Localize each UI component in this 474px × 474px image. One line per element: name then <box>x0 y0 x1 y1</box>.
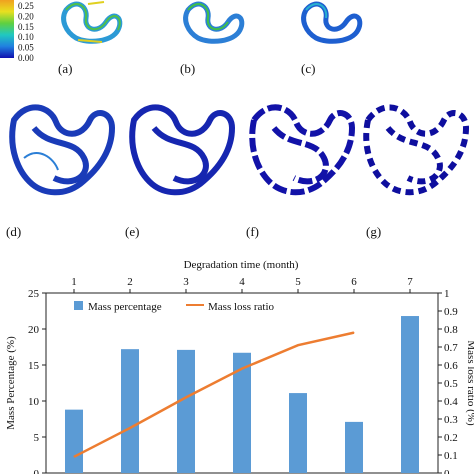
colorbar-gradient <box>0 0 14 58</box>
colorbar-tick-label: 0.00 <box>18 53 34 63</box>
top-axis-tick-label: 7 <box>407 276 413 288</box>
panel-label-c: (c) <box>301 61 315 76</box>
left-axis-tick-label: 20 <box>28 324 40 336</box>
line-point <box>185 396 187 398</box>
right-axis-tick-label: 0.7 <box>444 342 458 354</box>
legend: Mass percentage Mass loss ratio <box>74 301 275 313</box>
right-axis-tick-label: 0.4 <box>444 396 458 408</box>
right-axis-tick-label: 0.8 <box>444 324 458 336</box>
bar <box>177 349 195 473</box>
left-axis: 0 5 10 15 20 25 <box>28 288 46 474</box>
line-point <box>353 332 355 334</box>
legend-bar-swatch <box>74 301 83 310</box>
top-axis-tick-label: 2 <box>127 276 133 288</box>
panel-label-a: (a) <box>58 61 72 76</box>
legend-line-label: Mass loss ratio <box>208 301 275 313</box>
scaffold-c <box>301 1 363 44</box>
left-axis-tick-label: 15 <box>28 360 40 372</box>
top-axis-title: Degradation time (month) <box>184 259 299 271</box>
line-point <box>297 344 299 346</box>
top-axis-tick-label: 3 <box>183 276 189 288</box>
right-axis-tick-label: 0.9 <box>444 306 458 318</box>
scaffold-f <box>249 104 356 196</box>
top-axis-tick-label: 4 <box>239 276 245 288</box>
line-series <box>73 331 355 458</box>
line-point <box>73 456 75 458</box>
right-axis-tick-label: 0.1 <box>444 450 458 462</box>
scaffold-e <box>129 104 236 196</box>
legend-bar-label: Mass percentage <box>88 301 162 313</box>
bar <box>401 316 419 473</box>
colorbar-tick-label: 0.20 <box>18 11 34 21</box>
left-axis-tick-label: 0 <box>34 468 40 474</box>
right-axis-tick-label: 0.5 <box>444 378 458 390</box>
panel-label-b: (b) <box>180 61 195 76</box>
panel-label-g: (g) <box>366 224 381 239</box>
left-axis-tick-label: 25 <box>28 288 40 300</box>
panel-label-e: (e) <box>125 224 139 239</box>
panel-label-d: (d) <box>6 224 21 239</box>
scaffold-g <box>363 104 470 196</box>
bar <box>121 349 139 473</box>
line-point <box>241 368 243 370</box>
bar-series <box>65 316 419 473</box>
right-axis-tick-label: 0.6 <box>444 360 458 372</box>
bar <box>233 352 251 473</box>
right-axis: 0 0.1 0.2 0.3 0.4 0.5 0.6 0.7 0.8 0.9 1 <box>438 288 458 474</box>
line-point <box>129 427 131 429</box>
bar <box>65 409 83 473</box>
right-axis-tick-label: 1 <box>444 288 450 300</box>
left-axis-title: Mass Percentage (%) <box>5 336 17 430</box>
colorbar: 0.250.200.150.100.050.00 <box>0 0 34 63</box>
right-axis-tick-label: 0.3 <box>444 414 458 426</box>
top-axis-tick-label: 6 <box>351 276 357 288</box>
top-axis-tick-label: 5 <box>295 276 301 288</box>
panel-label-f: (f) <box>246 224 259 239</box>
top-axis: 1 2 3 4 5 6 7 <box>71 276 413 293</box>
bar <box>345 421 363 473</box>
line-path <box>73 331 355 458</box>
top-axis-tick-label: 1 <box>71 276 77 288</box>
colorbar-tick-label: 0.15 <box>18 22 34 32</box>
colorbar-tick-label: 0.05 <box>18 43 34 53</box>
scaffold-b <box>183 1 245 44</box>
left-axis-tick-label: 5 <box>34 432 40 444</box>
colorbar-tick-label: 0.25 <box>18 1 34 11</box>
left-axis-tick-label: 10 <box>28 396 40 408</box>
bar <box>289 393 307 473</box>
scaffold-a <box>61 1 123 44</box>
right-axis-tick-label: 0.2 <box>444 432 458 444</box>
scaffold-d <box>9 104 116 196</box>
right-axis-title: Mass loss ratio (%) <box>465 340 474 426</box>
colorbar-tick-label: 0.10 <box>18 32 34 42</box>
right-axis-tick-label: 0 <box>444 468 450 474</box>
